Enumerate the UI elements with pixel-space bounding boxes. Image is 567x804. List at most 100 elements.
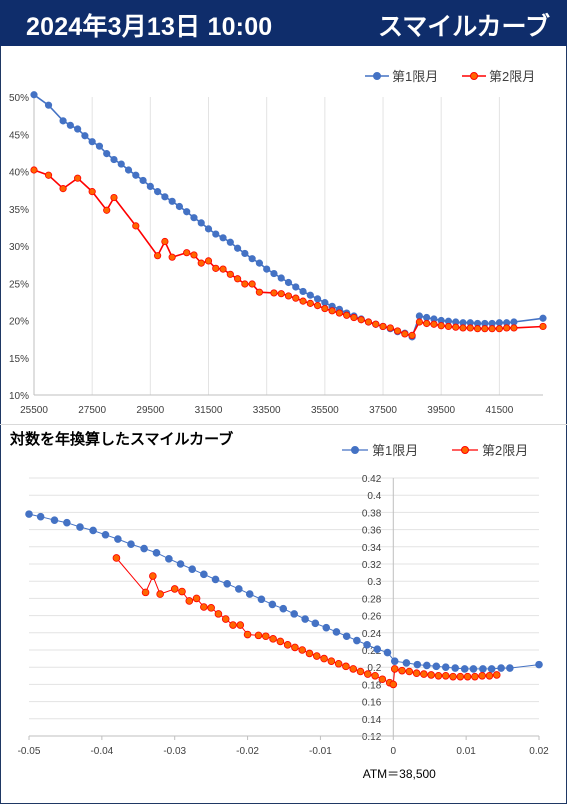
data-point-series-1 xyxy=(81,132,89,140)
data-point-series-2 xyxy=(473,325,482,333)
data-point-series-2 xyxy=(372,320,380,328)
data-point-series-1 xyxy=(132,171,140,179)
y-tick-label: 25% xyxy=(9,279,29,290)
data-point-series-2 xyxy=(459,324,467,332)
data-point-series-1 xyxy=(74,125,82,133)
data-point-series-1 xyxy=(200,570,208,579)
data-point-series-1 xyxy=(342,632,351,641)
data-point-series-2 xyxy=(335,309,343,317)
y-tick-label: 0.4 xyxy=(367,491,381,502)
data-point-series-1 xyxy=(176,560,185,568)
data-point-series-1 xyxy=(299,287,307,296)
data-point-series-2 xyxy=(298,646,307,654)
y-tick-label: 0.16 xyxy=(362,698,382,709)
legend-label-1: 第1限月 xyxy=(372,443,418,458)
y-tick-label: 40% xyxy=(9,168,29,179)
data-point-series-2 xyxy=(161,237,169,246)
data-point-series-2 xyxy=(408,331,416,339)
data-point-series-2 xyxy=(284,292,293,300)
y-tick-label: 35% xyxy=(9,205,29,216)
data-point-series-2 xyxy=(170,585,179,593)
data-point-series-1 xyxy=(152,549,161,557)
data-point-series-1 xyxy=(234,244,242,252)
data-point-series-2 xyxy=(277,290,285,298)
y-tick-label: 20% xyxy=(9,317,29,328)
data-point-series-1 xyxy=(332,628,341,636)
data-point-series-2 xyxy=(192,594,201,603)
data-point-series-1 xyxy=(321,299,329,307)
data-point-series-1 xyxy=(212,230,220,238)
y-tick-label: 0.26 xyxy=(362,612,382,623)
data-point-series-2 xyxy=(405,667,414,676)
data-point-series-1 xyxy=(268,600,277,609)
data-point-series-2 xyxy=(243,630,252,639)
data-point-series-1 xyxy=(277,274,285,282)
data-point-series-1 xyxy=(353,636,361,645)
data-point-series-1 xyxy=(301,615,309,623)
data-point-series-2 xyxy=(219,265,227,273)
y-tick-label: 0.3 xyxy=(367,577,381,588)
data-point-series-1 xyxy=(373,645,382,653)
data-point-series-2 xyxy=(441,672,450,680)
x-tick-label: 31500 xyxy=(195,405,223,416)
data-point-series-1 xyxy=(117,160,125,168)
series-line-2 xyxy=(33,169,544,337)
x-tick-label: -0.02 xyxy=(236,746,259,757)
data-point-series-2 xyxy=(334,659,343,668)
data-point-series-2 xyxy=(495,325,503,333)
data-point-series-2 xyxy=(510,324,518,332)
series-line-1 xyxy=(28,513,540,670)
data-point-series-2 xyxy=(423,319,431,328)
data-point-series-1 xyxy=(263,265,271,273)
data-point-series-1 xyxy=(306,291,314,299)
data-point-series-2 xyxy=(168,253,176,261)
panel-divider xyxy=(0,424,567,425)
data-point-series-2 xyxy=(415,318,423,326)
data-point-series-2 xyxy=(234,275,242,283)
data-point-series-1 xyxy=(402,659,411,667)
x-tick-label: 39500 xyxy=(427,405,455,416)
data-point-series-2 xyxy=(207,604,215,612)
data-point-series-1 xyxy=(245,590,254,598)
data-point-series-1 xyxy=(322,623,331,632)
header-bar: 2024年3月13日 10:00 スマイルカーブ xyxy=(0,0,567,46)
data-point-series-2 xyxy=(132,222,140,230)
atm-annotation: ATM＝38,500 xyxy=(363,767,436,781)
data-point-series-2 xyxy=(261,632,270,641)
data-point-series-2 xyxy=(226,270,234,278)
data-point-series-2 xyxy=(212,264,220,272)
x-tick-label: -0.01 xyxy=(309,746,332,757)
data-point-series-1 xyxy=(235,585,243,593)
data-point-series-2 xyxy=(328,307,336,315)
data-point-series-2 xyxy=(478,672,486,680)
y-tick-label: 0.32 xyxy=(362,560,382,571)
data-point-series-1 xyxy=(89,526,97,535)
data-point-series-1 xyxy=(161,193,169,201)
data-point-series-1 xyxy=(423,313,431,322)
data-point-series-2 xyxy=(321,304,329,313)
data-point-series-2 xyxy=(269,635,277,643)
data-point-series-1 xyxy=(110,155,118,164)
data-point-series-1 xyxy=(204,225,213,233)
data-point-series-1 xyxy=(36,512,45,521)
data-point-series-2 xyxy=(349,665,358,673)
data-point-series-2 xyxy=(503,324,511,332)
y-tick-label: 45% xyxy=(9,130,29,141)
smile-curve-chart: 25500 27500 29500 31500 33500 35500 37500 39500… xyxy=(9,69,547,416)
data-point-series-2 xyxy=(444,322,453,331)
data-point-series-2 xyxy=(248,280,256,288)
data-point-series-2 xyxy=(254,631,263,640)
x-tick-label: 37500 xyxy=(369,405,397,416)
data-point-series-1 xyxy=(175,202,184,211)
data-point-series-1 xyxy=(95,142,104,150)
data-point-series-2 xyxy=(305,649,314,658)
x-tick-label: 0.01 xyxy=(456,746,476,757)
data-point-series-2 xyxy=(485,672,494,680)
data-point-series-2 xyxy=(313,301,322,310)
data-point-series-2 xyxy=(357,316,365,324)
data-point-series-1 xyxy=(59,117,67,125)
data-point-series-1 xyxy=(284,278,293,287)
data-point-series-2 xyxy=(398,666,406,675)
y-tick-label: 0.18 xyxy=(362,680,382,691)
data-point-series-2 xyxy=(452,323,460,331)
